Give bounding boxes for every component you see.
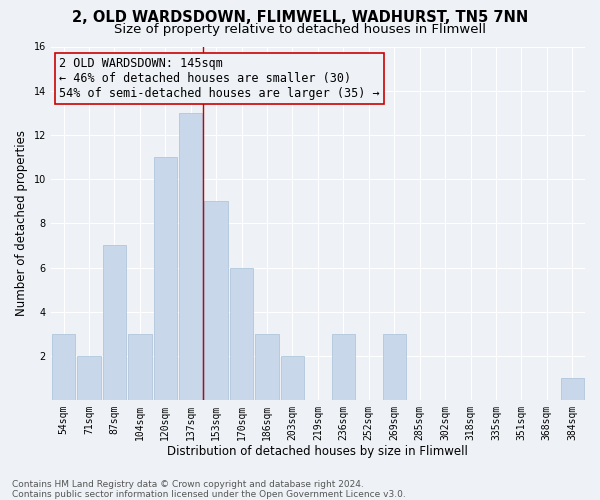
Bar <box>383 334 406 400</box>
Bar <box>205 202 228 400</box>
Text: 2 OLD WARDSDOWN: 145sqm
← 46% of detached houses are smaller (30)
54% of semi-de: 2 OLD WARDSDOWN: 145sqm ← 46% of detache… <box>59 57 379 100</box>
Text: Contains HM Land Registry data © Crown copyright and database right 2024.
Contai: Contains HM Land Registry data © Crown c… <box>12 480 406 499</box>
Text: Size of property relative to detached houses in Flimwell: Size of property relative to detached ho… <box>114 22 486 36</box>
Text: 2, OLD WARDSDOWN, FLIMWELL, WADHURST, TN5 7NN: 2, OLD WARDSDOWN, FLIMWELL, WADHURST, TN… <box>72 10 528 25</box>
Bar <box>103 246 126 400</box>
Bar <box>332 334 355 400</box>
X-axis label: Distribution of detached houses by size in Flimwell: Distribution of detached houses by size … <box>167 444 469 458</box>
Bar <box>128 334 152 400</box>
Bar <box>179 113 202 400</box>
Bar <box>560 378 584 400</box>
Bar <box>256 334 279 400</box>
Bar <box>281 356 304 400</box>
Bar <box>230 268 253 400</box>
Bar <box>154 157 177 400</box>
Bar <box>77 356 101 400</box>
Y-axis label: Number of detached properties: Number of detached properties <box>15 130 28 316</box>
Bar <box>52 334 75 400</box>
